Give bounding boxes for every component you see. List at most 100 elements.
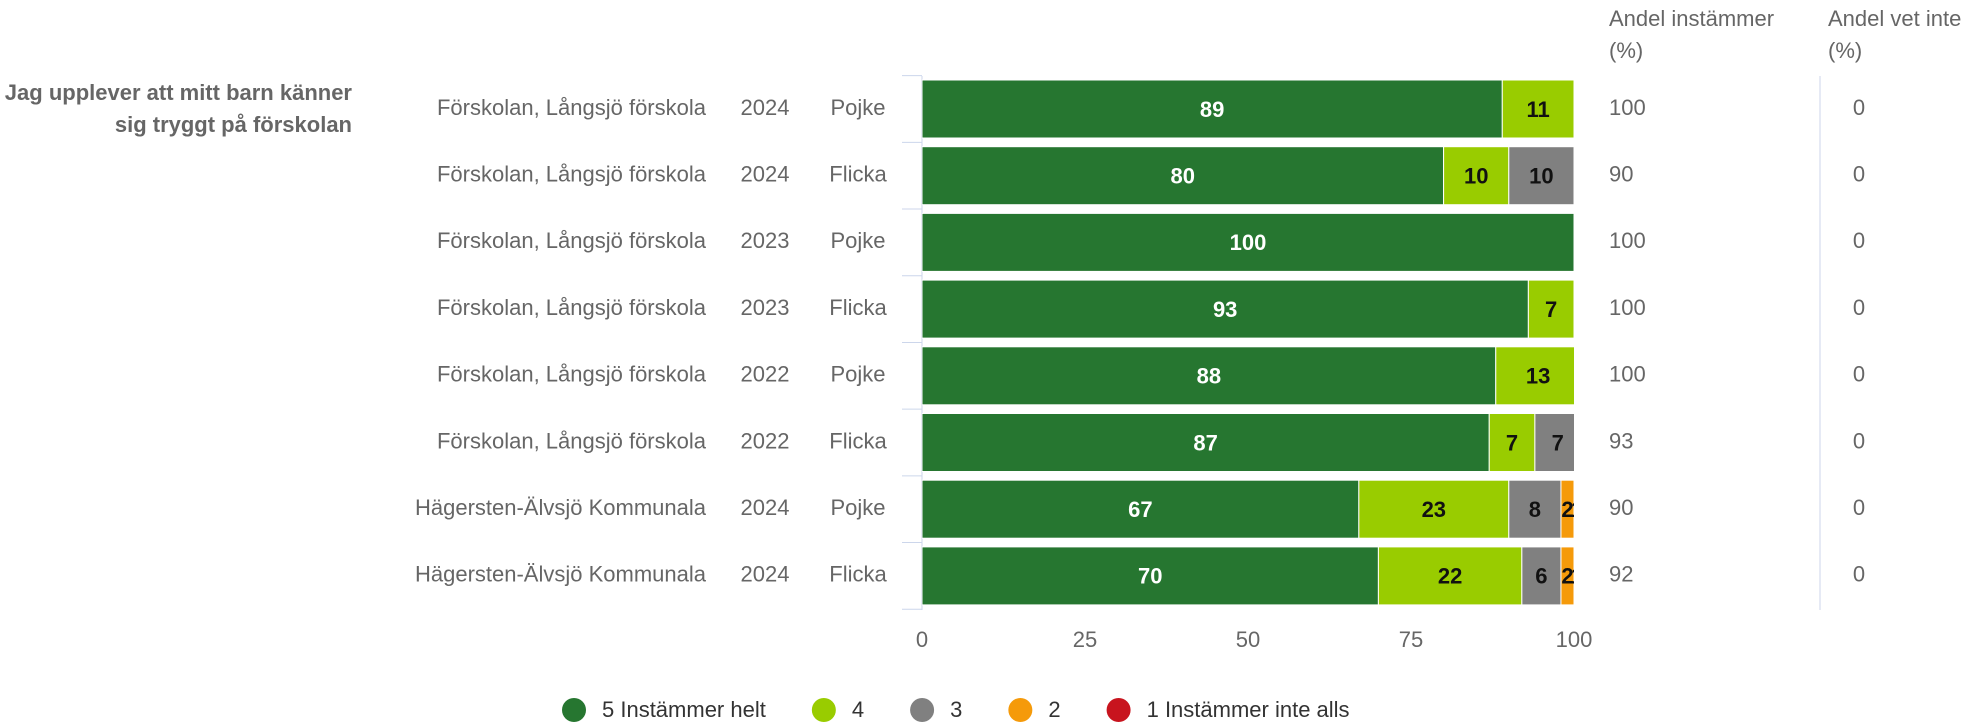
column-header: Andel instämmer (%) — [1609, 6, 1775, 63]
bar-segment — [1358, 479, 1510, 539]
data-label: 0 — [1576, 297, 1588, 322]
column-value: 0 — [1853, 362, 1865, 387]
data-label: 10 — [1529, 164, 1553, 189]
legend-marker — [1106, 698, 1131, 722]
unit-label: Förskolan, Långsjö förskola — [437, 95, 707, 120]
data-label: 0 — [1583, 430, 1595, 455]
bar-segment — [922, 212, 1574, 272]
data-label: 87 — [1193, 430, 1217, 455]
data-label: 100 — [1230, 230, 1267, 255]
column-header: Andel vet inte (%) — [1828, 6, 1962, 63]
column-value: 0 — [1853, 562, 1865, 587]
category-label: Flicka — [829, 295, 887, 320]
data-label: 22 — [1438, 564, 1462, 589]
data-label: 0 — [1576, 230, 1588, 255]
unit-label: Förskolan, Långsjö förskola — [437, 295, 707, 320]
unit-label: Förskolan, Långsjö förskola — [437, 362, 707, 387]
unit-label: Förskolan, Långsjö förskola — [437, 428, 707, 453]
data-label: 2 — [1561, 564, 1573, 589]
category-label: Pojke — [830, 362, 885, 387]
legend-marker — [910, 698, 935, 722]
bar-segment — [1495, 346, 1574, 406]
bar-segment — [1508, 479, 1562, 539]
data-label: 0 — [1576, 297, 1588, 322]
bar-segment — [922, 546, 1379, 606]
legend-label: 5 Instämmer helt — [602, 697, 766, 722]
column-value: 100 — [1609, 95, 1646, 120]
data-label: 23 — [1422, 497, 1446, 522]
bar-segment — [922, 279, 1529, 339]
bar-segment — [922, 346, 1497, 406]
bar-segment — [1573, 479, 1574, 539]
unit-label: Förskolan, Långsjö förskola — [437, 228, 707, 253]
data-label: 7 — [1552, 430, 1564, 455]
data-label: 70 — [1138, 564, 1162, 589]
bar-segment — [922, 413, 1490, 472]
column-value: 90 — [1609, 162, 1633, 187]
data-label: 13 — [1526, 364, 1550, 389]
legend-label: 3 — [950, 697, 962, 722]
data-label: 0 — [1576, 97, 1588, 122]
data-label: 89 — [1200, 97, 1224, 122]
data-label: 0 — [1576, 97, 1588, 122]
data-label: 2 — [1561, 497, 1573, 522]
bar-segment — [1501, 79, 1574, 139]
data-label: 0 — [1576, 297, 1588, 322]
year-label: 2022 — [741, 362, 790, 387]
data-label: 0 — [1576, 230, 1588, 255]
bar-segment — [1527, 279, 1574, 339]
data-label: 7 — [1506, 430, 1518, 455]
category-label: Flicka — [829, 162, 887, 187]
legend-label: 1 Instämmer inte alls — [1147, 697, 1350, 722]
year-label: 2022 — [741, 428, 790, 453]
unit-label: Hägersten-Älvsjö Kommunala — [415, 495, 707, 520]
legend-marker — [1008, 698, 1033, 722]
data-label: 0 — [1576, 230, 1588, 255]
category-label: Pojke — [830, 228, 885, 253]
column-value: 0 — [1853, 95, 1865, 120]
year-label: 2024 — [741, 162, 790, 187]
data-label: 0 — [1576, 230, 1588, 255]
bar-segment — [922, 146, 1445, 206]
data-label: 0 — [1583, 364, 1595, 389]
data-label: 93 — [1213, 297, 1237, 322]
bar-segment — [1508, 146, 1574, 206]
data-label: 80 — [1171, 164, 1195, 189]
column-value: 100 — [1609, 362, 1646, 387]
data-label: 0 — [1576, 164, 1588, 189]
data-label: 1 — [1571, 497, 1583, 522]
legend-marker — [562, 698, 586, 722]
column-value: 0 — [1853, 162, 1865, 187]
year-label: 2024 — [741, 95, 790, 120]
data-label: 88 — [1197, 364, 1221, 389]
year-label: 2023 — [741, 228, 790, 253]
bar-segment — [1573, 546, 1574, 606]
category-label: Pojke — [830, 95, 885, 120]
unit-label: Hägersten-Älvsjö Kommunala — [415, 562, 707, 587]
bar-segment — [1377, 546, 1523, 606]
category-label: Flicka — [829, 562, 887, 587]
year-label: 2023 — [741, 295, 790, 320]
column-value: 0 — [1853, 228, 1865, 253]
column-value: 90 — [1609, 495, 1633, 520]
column-value: 92 — [1609, 562, 1633, 587]
x-tick-label: 75 — [1399, 627, 1423, 652]
legend-marker — [811, 698, 836, 722]
column-value: 0 — [1853, 295, 1865, 320]
year-label: 2024 — [741, 562, 790, 587]
legend-label: 4 — [852, 697, 864, 722]
question-label: Jag upplever att mitt barn känner sig tr… — [4, 80, 352, 137]
data-label: 11 — [1527, 97, 1550, 122]
data-label: 0 — [1583, 430, 1595, 455]
category-label: Pojke — [830, 495, 885, 520]
column-value: 93 — [1609, 428, 1633, 453]
data-label: 0 — [1583, 364, 1595, 389]
data-label: 67 — [1128, 497, 1152, 522]
bar-segment — [922, 479, 1360, 539]
year-label: 2024 — [741, 495, 790, 520]
column-value: 100 — [1609, 295, 1646, 320]
category-label: Flicka — [829, 428, 887, 453]
x-tick-label: 25 — [1073, 627, 1097, 652]
